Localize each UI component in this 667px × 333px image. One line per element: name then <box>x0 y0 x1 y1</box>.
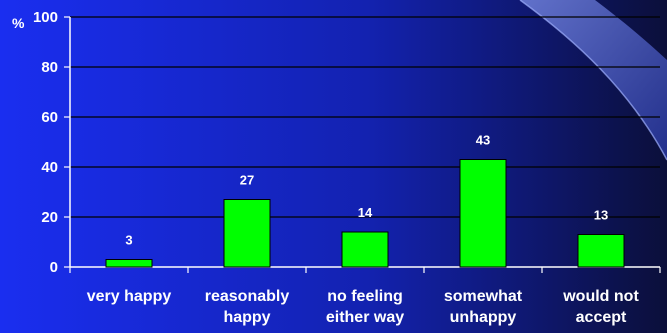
category-label-0: very happy <box>87 288 172 305</box>
labels: 0 20 40 60 80 100 3 very happy 27 reasonably happy… <box>33 9 639 326</box>
bar-3 <box>459 159 507 268</box>
data-label-1: 27 <box>240 173 254 188</box>
data-label-0: 3 <box>125 233 132 248</box>
data-label-3: 43 <box>476 133 490 148</box>
data-label-4: 13 <box>594 208 608 223</box>
bar-0 <box>105 259 153 268</box>
y-tick-label: 80 <box>41 59 58 76</box>
decorative-swoosh-edge <box>519 0 667 161</box>
category-label-1: happy <box>223 309 270 326</box>
bar-1 <box>223 199 271 268</box>
bar-4 <box>577 234 625 268</box>
bar-2 <box>341 231 389 268</box>
category-label-3: unhappy <box>450 309 517 326</box>
category-label-4: accept <box>576 309 627 326</box>
y-tick-label: 60 <box>41 109 58 126</box>
data-label-2: 14 <box>358 205 373 220</box>
y-tick-label: 20 <box>41 209 58 226</box>
y-tick-label: 40 <box>41 159 58 176</box>
category-label-1: reasonably <box>205 288 290 305</box>
category-label-3: somewhat <box>444 288 523 305</box>
category-label-2: no feeling <box>327 288 403 305</box>
y-tick-label: 0 <box>50 259 58 276</box>
gridlines <box>70 16 660 218</box>
y-axis-unit-label: % <box>12 15 25 31</box>
category-label-4: would not <box>562 288 639 305</box>
y-tick-label: 100 <box>33 9 58 26</box>
decorative-swoosh <box>520 0 667 160</box>
category-label-2: either way <box>326 309 404 326</box>
bars <box>105 159 625 268</box>
